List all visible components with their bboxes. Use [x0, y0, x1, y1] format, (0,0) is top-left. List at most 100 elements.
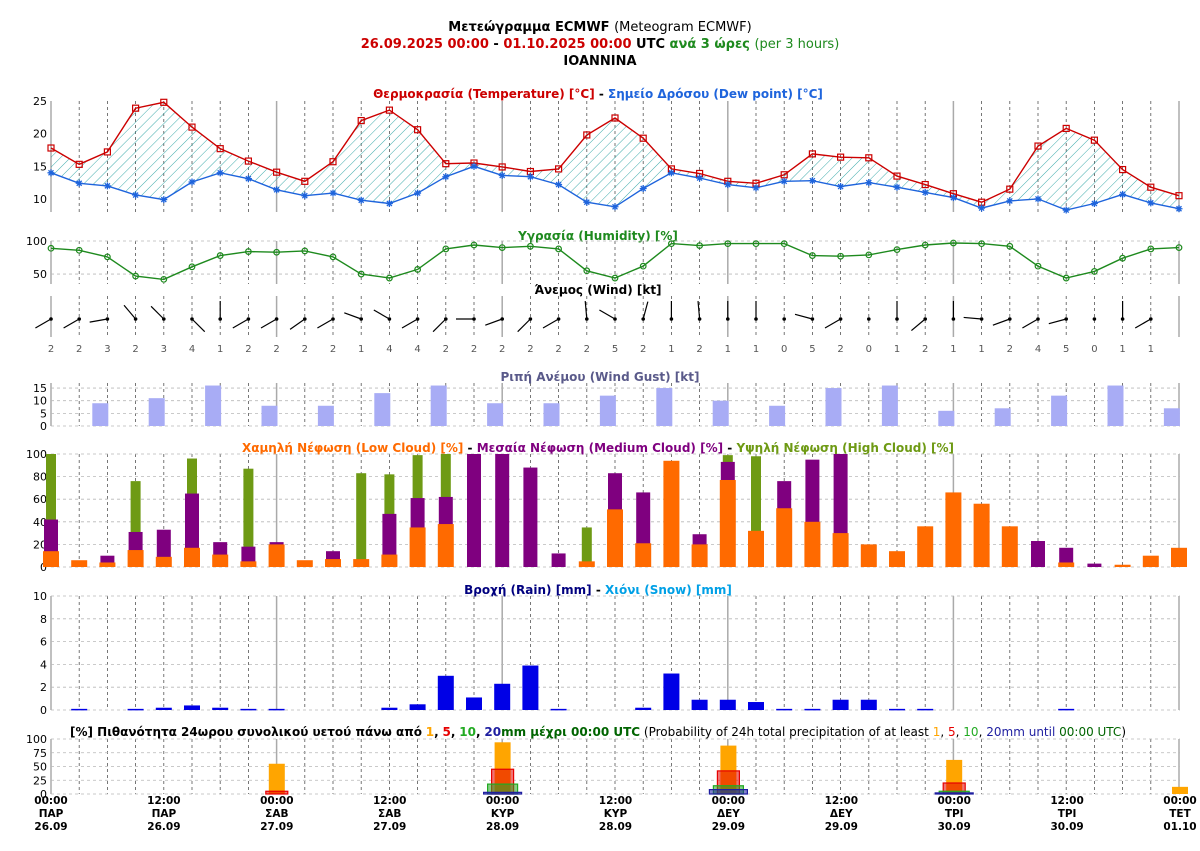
rain-bar	[466, 697, 482, 710]
wind-speed-label: 3	[104, 344, 110, 355]
dewpoint-point	[47, 169, 55, 177]
temperature-point	[132, 104, 140, 112]
wind-speed-label: 1	[978, 344, 984, 355]
low-cloud-bar	[635, 543, 652, 567]
humidity-point	[583, 267, 591, 275]
high-cloud-title: Υψηλή Νέφωση (High Cloud) [%]	[735, 441, 954, 455]
low-cloud-bar	[381, 554, 398, 567]
rain-title: Βροχή (Rain) [mm]	[464, 583, 592, 597]
wind-barb-dot	[867, 317, 871, 321]
low-cloud-bar	[155, 556, 172, 567]
dewpoint-title: Σημείο Δρόσου (Dew point) [°C]	[608, 87, 823, 101]
cloud-ytick: 40	[33, 516, 47, 529]
wind-barb-dot	[782, 317, 786, 321]
gust-ytick: 5	[40, 407, 47, 420]
prob-title-en: (Probability of 24h total precipitation …	[644, 725, 929, 739]
humidity-point	[47, 244, 55, 252]
wind-speed-label: 4	[386, 344, 392, 355]
dewpoint-point	[667, 169, 675, 177]
prob-ytick: 75	[33, 747, 47, 760]
x-label-date: 29.09	[712, 821, 745, 833]
prob-ytick: 50	[33, 761, 47, 774]
utc-label: UTC	[636, 37, 665, 52]
temperature-point	[357, 116, 365, 125]
wind-barb	[824, 318, 841, 329]
prob-1mm-bar	[1172, 786, 1188, 794]
prob-t1-en: 1	[933, 725, 941, 739]
rain-bar	[381, 707, 398, 710]
wind-speed-label: 2	[273, 344, 279, 355]
gust-bar	[599, 395, 616, 426]
medium-cloud-bar	[523, 467, 538, 567]
wind-barb	[697, 301, 701, 320]
wind-speed-label: 0	[781, 344, 787, 355]
wind-speed-label: 5	[1063, 344, 1069, 355]
temperature-point	[329, 158, 337, 166]
rain-bar	[522, 665, 539, 710]
dewpoint-point	[470, 162, 478, 170]
temperature-point	[47, 144, 55, 152]
temperature-point	[1118, 165, 1127, 174]
dewpoint-point	[273, 186, 281, 194]
step-label: ανά 3 ώρες	[670, 37, 750, 52]
wind-speed-label: 2	[302, 344, 308, 355]
wind-barb	[150, 305, 165, 320]
wind-speed-label: 2	[48, 344, 54, 355]
gust-bar	[712, 400, 729, 426]
temp-title: Θερμοκρασία (Temperature) [°C]	[373, 87, 595, 101]
wind-speed-label: 5	[809, 344, 815, 355]
prob-t20-en: 20	[986, 725, 1001, 739]
prob-t10-en: 10	[963, 725, 978, 739]
rain-bar	[719, 699, 736, 710]
prob-1mm-bar	[268, 763, 285, 794]
dewpoint-point	[526, 173, 534, 181]
dewpoint-point	[1034, 195, 1042, 203]
gust-bar	[881, 385, 898, 426]
rain-bar	[240, 708, 257, 711]
medium-cloud-bar	[382, 513, 397, 567]
rain-bar	[889, 708, 905, 711]
gust-bar	[769, 405, 786, 426]
rain-bar	[776, 708, 793, 711]
rain-bar	[860, 699, 877, 710]
temperature-point	[160, 98, 168, 106]
dewpoint-point	[921, 188, 929, 196]
x-label-time: 00:00	[712, 795, 745, 807]
humidity-point	[527, 242, 534, 250]
prob-t1: 1	[426, 725, 434, 739]
x-label-time: 00:00	[937, 795, 970, 807]
gust-bar	[430, 385, 447, 426]
wind-barb	[89, 318, 108, 323]
humidity-point	[780, 240, 788, 248]
low-cloud-title: Χαμηλή Νέφωση (Low Cloud) [%]	[242, 441, 463, 455]
low-cloud-bar	[945, 492, 962, 567]
temperature-point	[216, 145, 224, 153]
temp-ytick: 15	[33, 160, 47, 173]
x-label-day: ΠΑΡ	[152, 808, 177, 820]
prob-time-en: 00:00 UTC	[1059, 725, 1121, 739]
dewpoint-point	[1062, 206, 1070, 214]
medium-cloud-bar	[551, 553, 566, 567]
wind-speed-label: 2	[471, 344, 477, 355]
wind-barb	[911, 318, 926, 332]
prob-t5-en: 5	[948, 725, 956, 739]
wind-barb-dot	[1092, 317, 1097, 321]
humidity-point	[1119, 254, 1126, 262]
low-cloud-bar	[268, 544, 285, 567]
medium-cloud-title: Μεσαία Νέφωση (Medium Cloud) [%]	[477, 441, 723, 455]
wind-speed-label: 0	[866, 344, 872, 355]
temperature-point	[780, 171, 788, 179]
x-label-date: 30.09	[1050, 821, 1083, 833]
wind-barb	[794, 313, 813, 320]
wind-speed-label: 2	[837, 344, 843, 355]
dewpoint-point	[583, 198, 591, 206]
wind-speed-label: 1	[1148, 344, 1154, 355]
dewpoint-point	[978, 204, 986, 212]
wind-speed-label: 5	[612, 344, 618, 355]
cloud-ytick: 0	[40, 561, 47, 574]
rain-ytick: 10	[33, 590, 47, 603]
rain-ytick: 8	[40, 613, 47, 626]
humidity-point	[1175, 244, 1183, 252]
